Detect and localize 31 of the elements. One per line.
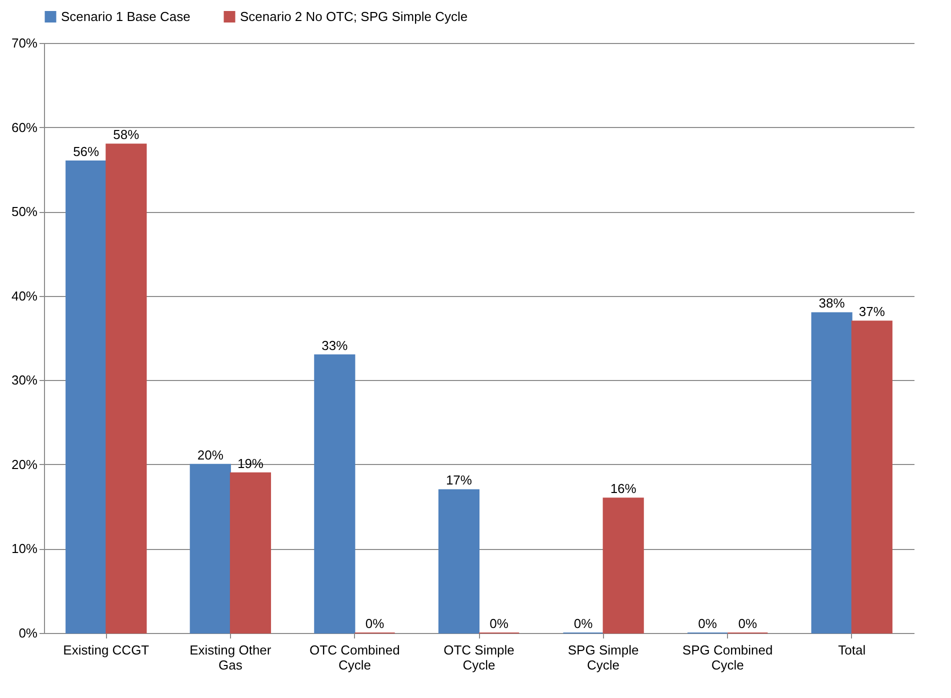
data-label: 38%: [818, 296, 846, 311]
data-label: 0%: [738, 616, 758, 631]
x-tick-label: Existing CCGT: [63, 642, 150, 658]
data-label: 37%: [858, 304, 886, 320]
data-label: 0%: [698, 616, 718, 631]
x-tick-label: SPG Combined Cycle: [682, 642, 773, 672]
y-tick-label: 20%: [11, 456, 38, 472]
data-label: 33%: [322, 338, 348, 353]
x-tick-label: OTC Simple Cycle: [444, 642, 514, 672]
y-tick-label: 10%: [11, 541, 38, 556]
data-label: 17%: [446, 472, 472, 488]
data-label: 0%: [365, 616, 385, 631]
x-tick-label: Existing Other Gas: [190, 642, 272, 672]
y-tick-label: 50%: [11, 204, 38, 220]
y-tick-label: 60%: [11, 120, 38, 135]
y-tick-label: 70%: [11, 36, 38, 50]
y-tick-label: 40%: [11, 288, 38, 304]
y-tick-label: 0%: [18, 626, 38, 640]
y-tick-label: 30%: [11, 372, 38, 388]
data-label: 0%: [574, 616, 594, 631]
x-tick-label: SPG Simple Cycle: [568, 642, 639, 672]
data-label: 58%: [113, 127, 140, 142]
data-label: 0%: [490, 616, 509, 631]
data-label: 16%: [610, 481, 637, 496]
data-label: 19%: [237, 456, 264, 471]
legend-label: Scenario 2 No OTC; SPG Simple Cycle: [240, 8, 468, 24]
data-label: 56%: [73, 144, 100, 159]
legend-label: Scenario 1 Base Case: [61, 8, 190, 24]
x-tick-label: Total: [838, 642, 866, 658]
data-label: 20%: [197, 447, 224, 462]
x-tick-label: OTC Combined Cycle: [310, 642, 400, 672]
